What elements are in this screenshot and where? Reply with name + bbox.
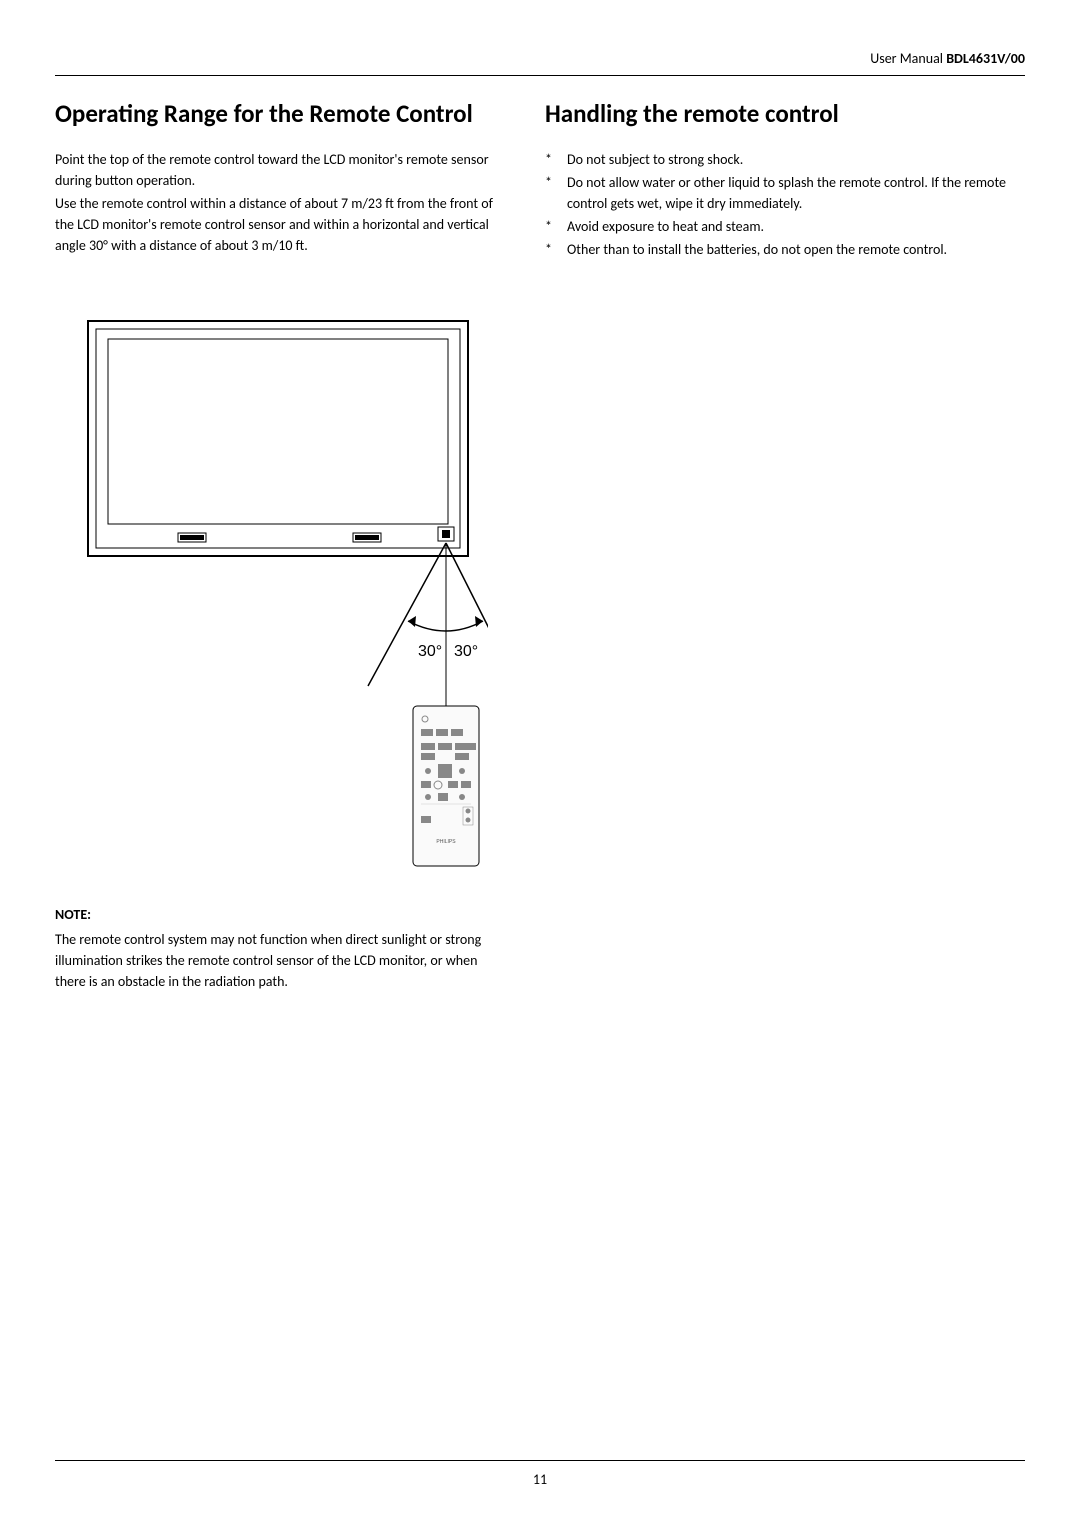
- page-number: 11: [533, 1471, 547, 1488]
- header-model: BDL4631V/00: [946, 50, 1025, 67]
- left-heading: Operating Range for the Remote Control: [55, 96, 510, 131]
- left-para2: Use the remote control within a distance…: [55, 193, 510, 256]
- content-columns: Operating Range for the Remote Control P…: [55, 96, 1025, 992]
- diagram-container: 30° 30°: [55, 311, 510, 876]
- left-para1: Point the top of the remote control towa…: [55, 149, 510, 191]
- handling-bullets: Do not subject to strong shock. Do not a…: [545, 149, 1015, 260]
- bullet-item: Do not allow water or other liquid to sp…: [545, 172, 1015, 214]
- bullet-item: Other than to install the batteries, do …: [545, 239, 1015, 260]
- bullet-item: Avoid exposure to heat and steam.: [545, 216, 1015, 237]
- note-section: NOTE: The remote control system may not …: [55, 906, 510, 992]
- monitor-remote-diagram: 30° 30°: [78, 311, 488, 871]
- angle-label-right: 30°: [454, 643, 478, 660]
- page-header: User Manual BDL4631V/00: [55, 50, 1025, 76]
- page-footer: 11: [55, 1460, 1025, 1488]
- note-text: The remote control system may not functi…: [55, 929, 510, 992]
- left-body: Point the top of the remote control towa…: [55, 149, 510, 256]
- right-heading: Handling the remote control: [545, 96, 1015, 131]
- remote-brand-label: PHILIPS: [436, 839, 456, 845]
- note-label: NOTE:: [55, 906, 510, 923]
- left-column: Operating Range for the Remote Control P…: [55, 96, 510, 992]
- bullet-item: Do not subject to strong shock.: [545, 149, 1015, 170]
- header-prefix: User Manual: [870, 50, 946, 67]
- right-column: Handling the remote control Do not subje…: [545, 96, 1015, 992]
- angle-label-left: 30°: [418, 643, 442, 660]
